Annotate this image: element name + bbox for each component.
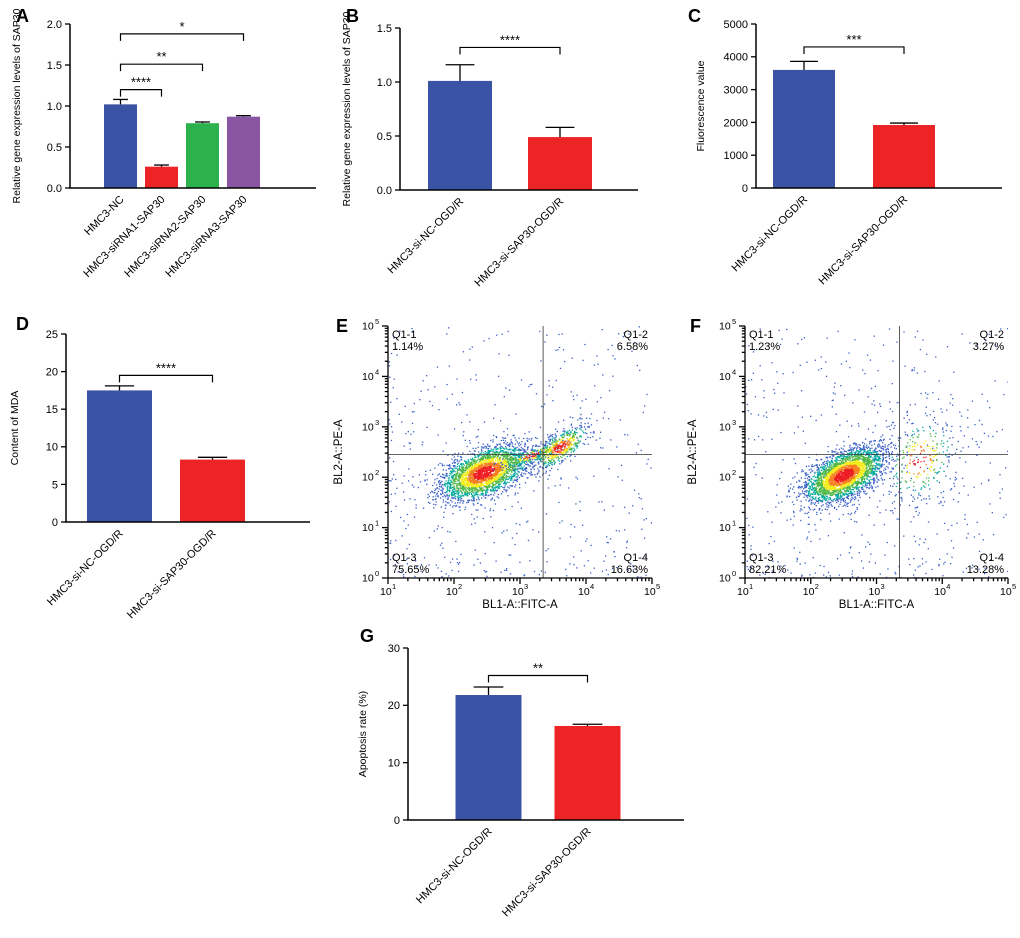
svg-text:HMC3-si-NC-OGD/R: HMC3-si-NC-OGD/R	[45, 528, 126, 609]
svg-text:HMC3-si-NC-OGD/R: HMC3-si-NC-OGD/R	[414, 826, 495, 907]
panel-d-letter: D	[16, 314, 29, 334]
svg-text:0.0: 0.0	[377, 185, 392, 197]
svg-text:****: ****	[500, 32, 520, 47]
svg-text:**: **	[533, 661, 543, 676]
svg-text:Apoptosis rate (%): Apoptosis rate (%)	[357, 691, 369, 777]
svg-text:HMC3-siRNA2-SAP30: HMC3-siRNA2-SAP30	[122, 194, 208, 280]
svg-text:5: 5	[52, 479, 58, 491]
flow-cytometry-plot-si-nc	[330, 312, 684, 620]
svg-text:****: ****	[131, 75, 151, 90]
bar-chart-apoptosis-rate: HMC3-si-NC-OGD/R HMC3-si-SAP30-OGD/R 0 10 20…	[357, 643, 684, 920]
svg-text:0: 0	[52, 517, 58, 529]
svg-text:HMC3-siRNA3-SAP30: HMC3-siRNA3-SAP30	[163, 194, 249, 280]
svg-text:5000: 5000	[724, 19, 748, 31]
svg-text:**: **	[156, 49, 166, 64]
bar-chart-mda-content: HMC3-si-NC-OGD/R HMC3-si-SAP30-OGD/R 0 5 10 1…	[9, 329, 310, 622]
panel-b-letter: B	[346, 6, 359, 26]
panel-e-letter: E	[336, 316, 349, 336]
svg-text:1000: 1000	[724, 150, 748, 162]
svg-text:****: ****	[156, 360, 176, 375]
flow-cytometry-plot-si-sap30	[684, 312, 1020, 620]
panel-f-letter: F	[690, 316, 701, 336]
svg-text:3000: 3000	[724, 84, 748, 96]
panel-f: F	[684, 312, 1020, 624]
svg-text:Relative gene expression level: Relative gene expression levels of SAP30	[11, 8, 23, 203]
svg-text:HMC3-si-SAP30-OGD/R: HMC3-si-SAP30-OGD/R	[500, 826, 594, 920]
panel-b: B HMC3-si-NC-OGD/R HMC3-si-SAP30-OGD/R 0.0…	[336, 4, 656, 304]
svg-text:1.5: 1.5	[47, 60, 62, 72]
svg-text:15: 15	[46, 404, 58, 416]
panel-c-letter: C	[688, 6, 701, 26]
panel-a-letter: A	[16, 6, 29, 26]
svg-text:HMC3-si-SAP30-OGD/R: HMC3-si-SAP30-OGD/R	[816, 194, 910, 288]
panel-a: A HMC3-NC HMC3-siRNA1-SAP30 HMC3-siRNA2-SA…	[6, 4, 332, 304]
svg-text:30: 30	[388, 643, 400, 655]
svg-text:0: 0	[394, 815, 400, 827]
svg-text:4000: 4000	[724, 52, 748, 64]
svg-text:HMC3-si-SAP30-OGD/R: HMC3-si-SAP30-OGD/R	[125, 528, 219, 622]
svg-text:HMC3-si-NC-OGD/R: HMC3-si-NC-OGD/R	[729, 194, 810, 275]
svg-text:HMC3-NC: HMC3-NC	[82, 194, 126, 238]
svg-text:20: 20	[388, 700, 400, 712]
svg-text:***: ***	[846, 32, 861, 47]
svg-text:1.0: 1.0	[47, 101, 62, 113]
svg-text:HMC3-si-NC-OGD/R: HMC3-si-NC-OGD/R	[385, 196, 466, 277]
svg-text:2.0: 2.0	[47, 19, 62, 31]
svg-text:0.5: 0.5	[47, 142, 62, 154]
svg-text:Fluorescence value: Fluorescence value	[695, 60, 707, 151]
svg-text:HMC3-si-SAP30-OGD/R: HMC3-si-SAP30-OGD/R	[472, 196, 566, 290]
bar-chart-sap30-ogdr-expression: HMC3-si-NC-OGD/R HMC3-si-SAP30-OGD/R 0.0 0.…	[341, 11, 638, 290]
panel-g-letter: G	[360, 626, 375, 646]
svg-text:10: 10	[46, 442, 58, 454]
svg-text:0.5: 0.5	[377, 131, 392, 143]
svg-text:Relative gene expression level: Relative gene expression levels of SAP30	[341, 11, 353, 206]
svg-text:Content of MDA: Content of MDA	[9, 391, 21, 466]
panel-d: D HMC3-si-NC-OGD/R HMC3-si-SAP30-OGD/R 0 5 1…	[6, 312, 332, 634]
svg-text:25: 25	[46, 329, 58, 341]
svg-text:0: 0	[742, 183, 748, 195]
svg-text:10: 10	[388, 758, 400, 770]
svg-text:20: 20	[46, 366, 58, 378]
panel-e: E	[330, 312, 686, 624]
bar-chart-fluorescence: HMC3-si-NC-OGD/R HMC3-si-SAP30-OGD/R 0 1000…	[695, 19, 1002, 288]
panel-g: G HMC3-si-NC-OGD/R HMC3-si-SAP30-OGD/R 0 10…	[352, 622, 698, 938]
svg-text:2000: 2000	[724, 117, 748, 129]
bar-chart-sap30-expression: HMC3-NCHMC3-siRNA1-SAP30HMC3-siRNA2-SAP3…	[11, 8, 316, 280]
svg-text:HMC3-siRNA1-SAP30: HMC3-siRNA1-SAP30	[81, 194, 167, 280]
svg-text:1.0: 1.0	[377, 77, 392, 89]
svg-text:1.5: 1.5	[377, 23, 392, 35]
svg-text:0.0: 0.0	[47, 183, 62, 195]
panel-c: C HMC3-si-NC-OGD/R HMC3-si-SAP30-OGD/R 0 10…	[664, 4, 1018, 304]
svg-text:*: *	[179, 19, 184, 34]
